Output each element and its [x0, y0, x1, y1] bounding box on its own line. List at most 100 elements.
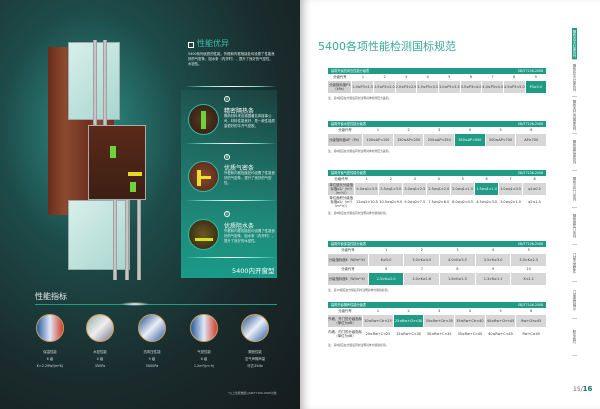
table-cell: ΔP≥700 [516, 134, 547, 146]
indicator-image [190, 314, 218, 342]
table-row: 分级指标值K（W/m²·K） K≥5.0 5.0>K≥4.0 4.0>K≥3.5 3.5… [328, 254, 547, 266]
table-cell: 3.0≥q2>1.5 [499, 196, 523, 208]
table-cell: 1.0≥q1>0.5 [499, 183, 523, 195]
side-tab[interactable]: 隔热外平开窗系列 [572, 60, 577, 97]
table-cell: 25≤Rw+Ctr<30 [393, 315, 424, 327]
grade-code: 8 [513, 75, 516, 80]
table-cell: 500≤ΔP<700 [485, 134, 516, 146]
row-label: 分级指标值K（W/m²·K） [328, 254, 368, 266]
grade-code: 7 [491, 75, 494, 80]
page-title: 5400各项性能检测国标规范 [318, 40, 456, 53]
indicator-image [86, 314, 114, 342]
standard-table: 建筑外窗隔声性能分级表 GB/T7106-2008 分级代号 1 2 3 4 5 6 外墙、外门的… [328, 302, 547, 347]
grade-code: 3 [438, 309, 441, 314]
table-standard: GB/T7106-2008 [517, 303, 543, 307]
grade-code: 3 [405, 75, 408, 80]
water-seal-strip-image [188, 219, 219, 250]
feature-text: 外框和内框相接处均设置了性能良好的气密条、阻水条（内开时），提升了良好的水密性。 [224, 229, 275, 243]
table-row: 分级指标值P3（kPa） 1.0≤P3<1.5 1.5≤P3<2.0 2.0≤P3<2… [328, 81, 546, 93]
table-note: 注：第10级应在分级后同时注明具体分级指标值。 [328, 288, 391, 292]
grade-code: 6 [530, 128, 533, 133]
grade-code: 1 [376, 309, 379, 314]
page-number: 15/16 [573, 385, 593, 393]
side-tab[interactable]: 隔热内平开窗系列 [572, 28, 577, 60]
grade-code: 10 [526, 267, 531, 272]
side-tab[interactable]: 隔热推拉窗系列 [572, 134, 577, 171]
standard-table: 建筑外窗保温性能分级表 GB/T7106-2008 分级代号 1 2 3 4 5 分级指标值K（… [328, 241, 547, 292]
indicator-grade: 6 级 [46, 357, 54, 361]
left-page: 性能优异 5400系列优质的性能，外框和内框相接处均设置了性能良好的气密条、阻水… [0, 0, 300, 409]
table-cell: 25≤Rw+C<30 [393, 328, 424, 340]
side-tab[interactable]: 隔热平开门系列 [572, 171, 577, 208]
row-label: 分级指标值ΔP（Pa） [328, 134, 363, 146]
table-name: 建筑外窗气密性能分级表 [331, 171, 367, 175]
codes-row: 分级代号 1 2 3 4 5 6 [328, 128, 546, 133]
standard-table: 建筑外窗水密性能分级表 GB/T7106-2008 分级代号 1 2 3 4 5 6 分级指标值Δ… [328, 121, 547, 153]
grade-code: 5 [527, 248, 530, 253]
feature-heading: 优质气密条 [224, 165, 255, 172]
table-header: 建筑外窗隔声性能分级表 GB/T7106-2008 [328, 302, 546, 308]
table-row: 分级指标值K（W/m²·K） 2.5>K≥2.0 2.0>K≥1.6 1.6>K≥1.… [328, 273, 547, 285]
table-cell: K<1.1 [511, 273, 547, 285]
indicator-value: 1.2m³/(m·h) [193, 364, 215, 368]
table-cell: 2.5≤P3<3.0 [417, 81, 439, 93]
indicator-name: 气密性能 [197, 350, 211, 354]
grade-code: 1 [365, 177, 368, 182]
grade-code: 7 [420, 267, 423, 272]
table-cell: 2.0≤P3<2.5 [395, 81, 417, 93]
grade-code: 3 [413, 177, 416, 182]
side-tabs: 隔热内平开窗系列 隔热外平开窗系列 隔热内开内倒窗系列 隔热推拉窗系列 隔热平开门系列隔… [572, 28, 600, 356]
side-tab[interactable]: 门窗型材展示 [572, 282, 577, 319]
feature-letter: A [224, 96, 230, 102]
indicator-value: 350Pa [94, 364, 106, 368]
table-standard: GB/T7106-2008 [517, 122, 543, 126]
row-label: 单位面积分级指标值q2/（m³/（m²·h）） [328, 195, 355, 209]
feature-heading: 精密隔热条 [224, 108, 255, 115]
grade-code: 2 [420, 248, 423, 253]
feature-text: 外框和内框相接处均设置了性能良好的气密条，提升了良好的气密性。 [224, 171, 275, 185]
indicator-name: 隔音性能 [248, 350, 262, 354]
grade-code: 4 [437, 177, 440, 182]
table-cell: P3≥5.0 [525, 81, 546, 93]
table-note: 注：第6级应在分级后同时注明具体分级指标值。 [328, 343, 389, 347]
indicator-grade: 9 级 [148, 357, 156, 361]
grade-code: 4 [468, 128, 471, 133]
table-name: 建筑外窗保温性能分级表 [331, 242, 367, 246]
table-cell: 3.0≥q1>2.5 [403, 183, 427, 195]
table-name: 建筑外窗隔声性能分级表 [331, 303, 367, 307]
row-label: 分级指标值P3（kPa） [328, 81, 352, 93]
indicator-name: 抗风压性能 [143, 350, 161, 354]
table-cell: 4.0≥q1>3.5 [355, 183, 379, 195]
codes-row: 分级代号 6 7 8 9 10 [328, 267, 546, 272]
side-tab[interactable]: 门窗五金配件 [572, 245, 577, 282]
indicator-name: 水密性能 [93, 350, 107, 354]
indicators-title: 性能指标 [35, 292, 67, 301]
table-cell: 5.0>K≥4.0 [404, 254, 440, 266]
side-tab[interactable]: 隔热推拉门系列 [572, 208, 577, 245]
codes-label: 分级代号 [341, 267, 355, 272]
table-standard: GB/T7106-2008 [517, 171, 543, 175]
grade-code: 2 [389, 177, 392, 182]
table-cell: 2.5>K≥2.0 [368, 273, 404, 285]
side-tab[interactable]: 隔热内开内倒窗系列 [572, 97, 577, 134]
grade-code: 6 [385, 267, 388, 272]
grade-code: 5 [499, 309, 502, 314]
row-label: 单位缝长分级指标值q1/（m³/（m·h）） [328, 182, 355, 196]
table-row: 单位面积分级指标值q2/（m³/（m²·h）） 12≥q2>10.5 10.5≥q2… [328, 195, 547, 209]
indicator-value: 5000Pa [145, 364, 159, 368]
grade-code: 5 [448, 75, 451, 80]
table-cell: 9.0≥q2>7.5 [403, 196, 427, 208]
model-label: 5400内开窗型 [232, 267, 275, 275]
grade-code: 3 [438, 128, 441, 133]
grade-code: 1 [385, 248, 388, 253]
grade-code: 4 [491, 248, 495, 253]
table-cell: 2.5≥q1>2.0 [427, 183, 451, 195]
indicator-image [241, 314, 269, 342]
indicator-image [36, 314, 64, 342]
side-tab[interactable]: 联系我们 [572, 319, 577, 356]
codes-label: 分级代号 [338, 309, 352, 314]
table-cell: 350≤ΔP<500 [455, 134, 485, 146]
table-row: 内墙、内门的分级指标（单位为dB） 20≤Rw+C<25 25≤Rw+C<30 30≤… [328, 328, 547, 340]
table-cell: 1.5≤P3<2.0 [374, 81, 395, 93]
divider [35, 304, 277, 305]
